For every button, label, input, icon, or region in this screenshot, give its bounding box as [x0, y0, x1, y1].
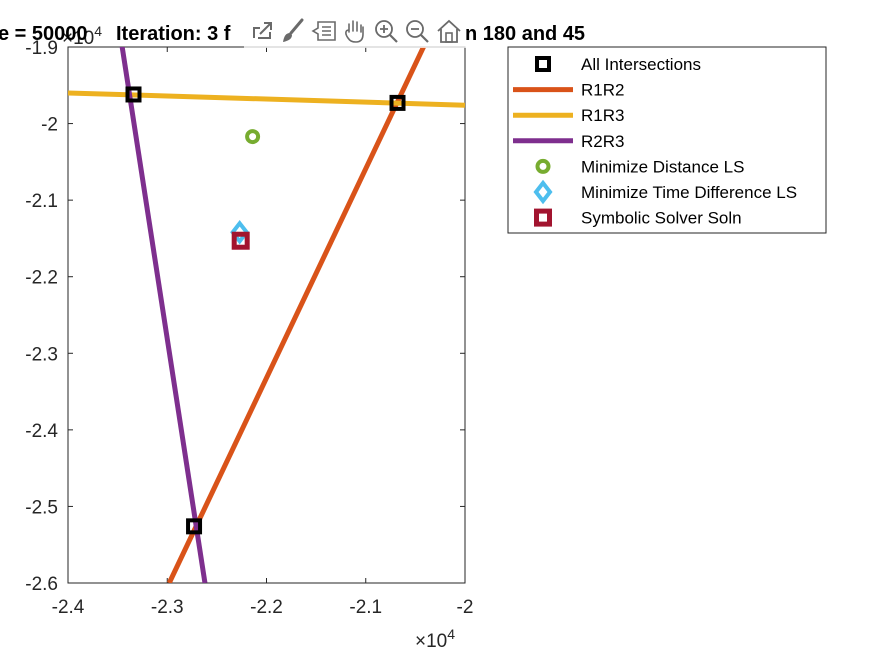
- x-tick-label: -2.4: [52, 597, 85, 618]
- x-tick-label: -2.1: [349, 597, 382, 618]
- legend-marker-swatch: [533, 179, 553, 205]
- legend-item: R1R2: [513, 81, 624, 100]
- legend-label: All Intersections: [581, 55, 701, 74]
- legend-item: R2R3: [513, 132, 624, 151]
- y-tick-label: -2.3: [25, 344, 58, 365]
- legend-label: Minimize Time Difference LS: [581, 183, 797, 202]
- legend-item: Symbolic Solver Soln: [534, 208, 742, 228]
- pan-icon[interactable]: [342, 18, 368, 44]
- export-icon[interactable]: [250, 18, 276, 44]
- legend-label: R2R3: [581, 132, 624, 151]
- marker-minimize-time-difference-ls: [230, 220, 250, 245]
- y-tick-label: -1.9: [25, 38, 58, 59]
- marker-symbolic-solver-soln: [231, 231, 250, 250]
- legend-marker-swatch: [535, 158, 551, 174]
- axes-toolbar: [244, 14, 466, 48]
- y-tick-label: -2.6: [25, 574, 58, 595]
- home-icon[interactable]: [436, 18, 462, 44]
- legend-label: Symbolic Solver Soln: [581, 209, 742, 228]
- legend-marker-swatch: [535, 56, 551, 72]
- y-tick-label: -2.2: [25, 268, 58, 289]
- zoom-out-icon[interactable]: [404, 18, 430, 44]
- marker-all-intersections: [389, 94, 406, 111]
- series-line-r1r2: [166, 47, 427, 583]
- x-tick-labels: -2.4 -2.3 -2.2 -2.1 -2: [52, 597, 474, 618]
- legend-item: Minimize Distance LS: [535, 157, 744, 176]
- legend-item: R1R3: [513, 106, 624, 125]
- x-tick-label: -2: [457, 597, 474, 618]
- legend-label: Minimize Distance LS: [581, 157, 744, 176]
- brush-icon[interactable]: [280, 18, 306, 44]
- x-tick-label: -2.2: [250, 597, 283, 618]
- legend-label: R1R3: [581, 106, 624, 125]
- x-exponent-label: ×104: [415, 626, 455, 652]
- series-line-r2r3: [119, 47, 208, 583]
- legend-marker-swatch: [534, 208, 552, 227]
- y-tick-label: -2.4: [25, 421, 58, 442]
- plot-area: [68, 47, 465, 583]
- title-part-left: e = 50000: [0, 23, 88, 45]
- y-tick-labels: -2.6 -2.5 -2.4 -2.3 -2.2 -2.1 -2 -1.9: [25, 38, 58, 595]
- x-tick-label: -2.3: [151, 597, 184, 618]
- y-tick-label: -2.5: [25, 497, 58, 518]
- marker-all-intersections: [125, 86, 142, 103]
- y-tick-label: -2.1: [25, 191, 58, 212]
- y-exponent-label: ×104: [62, 23, 102, 49]
- y-tick-label: -2: [41, 115, 58, 136]
- marker-all-intersections: [186, 518, 203, 535]
- legend-item: All Intersections: [535, 55, 701, 74]
- legend-label: R1R2: [581, 81, 624, 100]
- legend-item: Minimize Time Difference LS: [533, 179, 797, 205]
- marker-minimize-distance-ls: [245, 129, 261, 145]
- series-line-r1r3: [68, 90, 465, 108]
- title-part-right: n 180 and 45: [465, 23, 585, 45]
- data-tips-icon[interactable]: [311, 18, 338, 44]
- title-part-middle: Iteration: 3 f: [116, 23, 231, 45]
- zoom-in-icon[interactable]: [373, 18, 399, 44]
- axes-box: [67, 46, 466, 584]
- legend: All Intersections R1R2 R1R3 R2R3 Minimize Di…: [507, 46, 827, 234]
